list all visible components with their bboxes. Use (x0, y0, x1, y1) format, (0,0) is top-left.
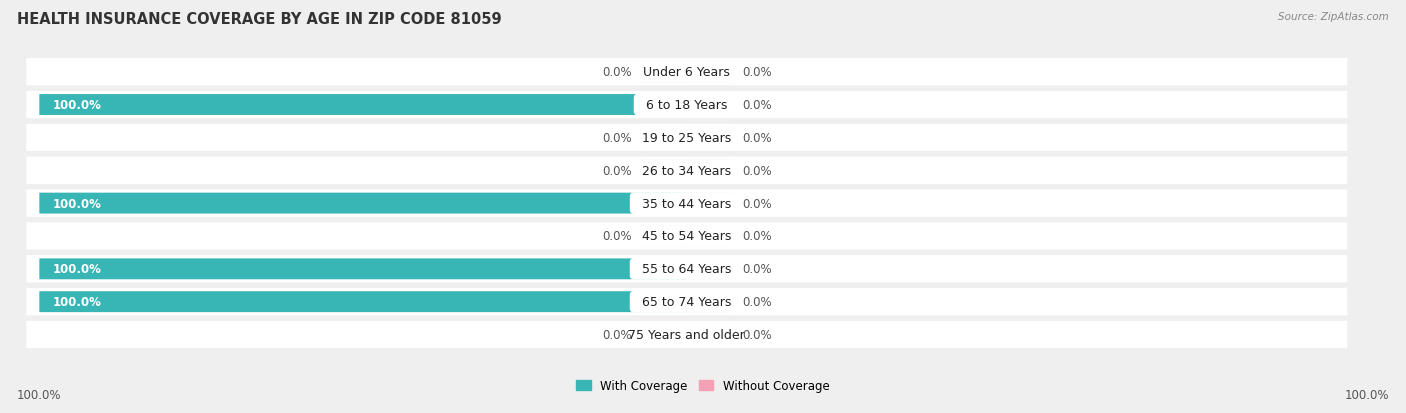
FancyBboxPatch shape (27, 321, 1347, 348)
Text: Source: ZipAtlas.com: Source: ZipAtlas.com (1278, 12, 1389, 22)
FancyBboxPatch shape (641, 226, 688, 247)
Text: 100.0%: 100.0% (52, 263, 101, 275)
Text: 19 to 25 Years: 19 to 25 Years (634, 132, 740, 145)
Text: 0.0%: 0.0% (602, 66, 631, 79)
FancyBboxPatch shape (27, 256, 1347, 283)
Text: 0.0%: 0.0% (602, 230, 631, 243)
FancyBboxPatch shape (27, 59, 1347, 86)
Text: 55 to 64 Years: 55 to 64 Years (634, 263, 740, 275)
FancyBboxPatch shape (641, 128, 688, 149)
Text: 0.0%: 0.0% (602, 164, 631, 177)
FancyBboxPatch shape (27, 288, 1347, 316)
FancyBboxPatch shape (27, 92, 1347, 119)
Text: 100.0%: 100.0% (52, 295, 101, 309)
FancyBboxPatch shape (27, 190, 1347, 217)
Text: 0.0%: 0.0% (742, 132, 772, 145)
FancyBboxPatch shape (641, 160, 688, 181)
Text: 0.0%: 0.0% (742, 295, 772, 309)
Text: 26 to 34 Years: 26 to 34 Years (634, 164, 740, 177)
FancyBboxPatch shape (641, 324, 688, 345)
FancyBboxPatch shape (39, 292, 688, 312)
Legend: With Coverage, Without Coverage: With Coverage, Without Coverage (572, 375, 834, 397)
Text: 100.0%: 100.0% (17, 388, 62, 401)
Text: 0.0%: 0.0% (602, 132, 631, 145)
Text: 0.0%: 0.0% (742, 99, 772, 112)
Text: 45 to 54 Years: 45 to 54 Years (634, 230, 740, 243)
FancyBboxPatch shape (686, 128, 733, 149)
FancyBboxPatch shape (39, 95, 688, 116)
Text: 100.0%: 100.0% (52, 197, 101, 210)
Text: 100.0%: 100.0% (52, 99, 101, 112)
Text: 0.0%: 0.0% (742, 66, 772, 79)
FancyBboxPatch shape (686, 226, 733, 247)
Text: 0.0%: 0.0% (602, 328, 631, 341)
Text: 6 to 18 Years: 6 to 18 Years (638, 99, 735, 112)
Text: 0.0%: 0.0% (742, 230, 772, 243)
FancyBboxPatch shape (686, 259, 733, 280)
FancyBboxPatch shape (641, 62, 688, 83)
Text: 100.0%: 100.0% (1344, 388, 1389, 401)
FancyBboxPatch shape (686, 292, 733, 312)
Text: 0.0%: 0.0% (742, 197, 772, 210)
FancyBboxPatch shape (39, 259, 688, 280)
Text: 0.0%: 0.0% (742, 328, 772, 341)
Text: 0.0%: 0.0% (742, 263, 772, 275)
FancyBboxPatch shape (686, 95, 733, 116)
Text: 0.0%: 0.0% (742, 164, 772, 177)
Text: HEALTH INSURANCE COVERAGE BY AGE IN ZIP CODE 81059: HEALTH INSURANCE COVERAGE BY AGE IN ZIP … (17, 12, 502, 27)
Text: 75 Years and older: 75 Years and older (620, 328, 754, 341)
FancyBboxPatch shape (686, 193, 733, 214)
Text: Under 6 Years: Under 6 Years (636, 66, 738, 79)
FancyBboxPatch shape (27, 223, 1347, 250)
Text: 65 to 74 Years: 65 to 74 Years (634, 295, 740, 309)
FancyBboxPatch shape (27, 124, 1347, 152)
FancyBboxPatch shape (686, 324, 733, 345)
FancyBboxPatch shape (686, 62, 733, 83)
Text: 35 to 44 Years: 35 to 44 Years (634, 197, 740, 210)
FancyBboxPatch shape (686, 160, 733, 181)
FancyBboxPatch shape (27, 157, 1347, 185)
FancyBboxPatch shape (39, 193, 688, 214)
